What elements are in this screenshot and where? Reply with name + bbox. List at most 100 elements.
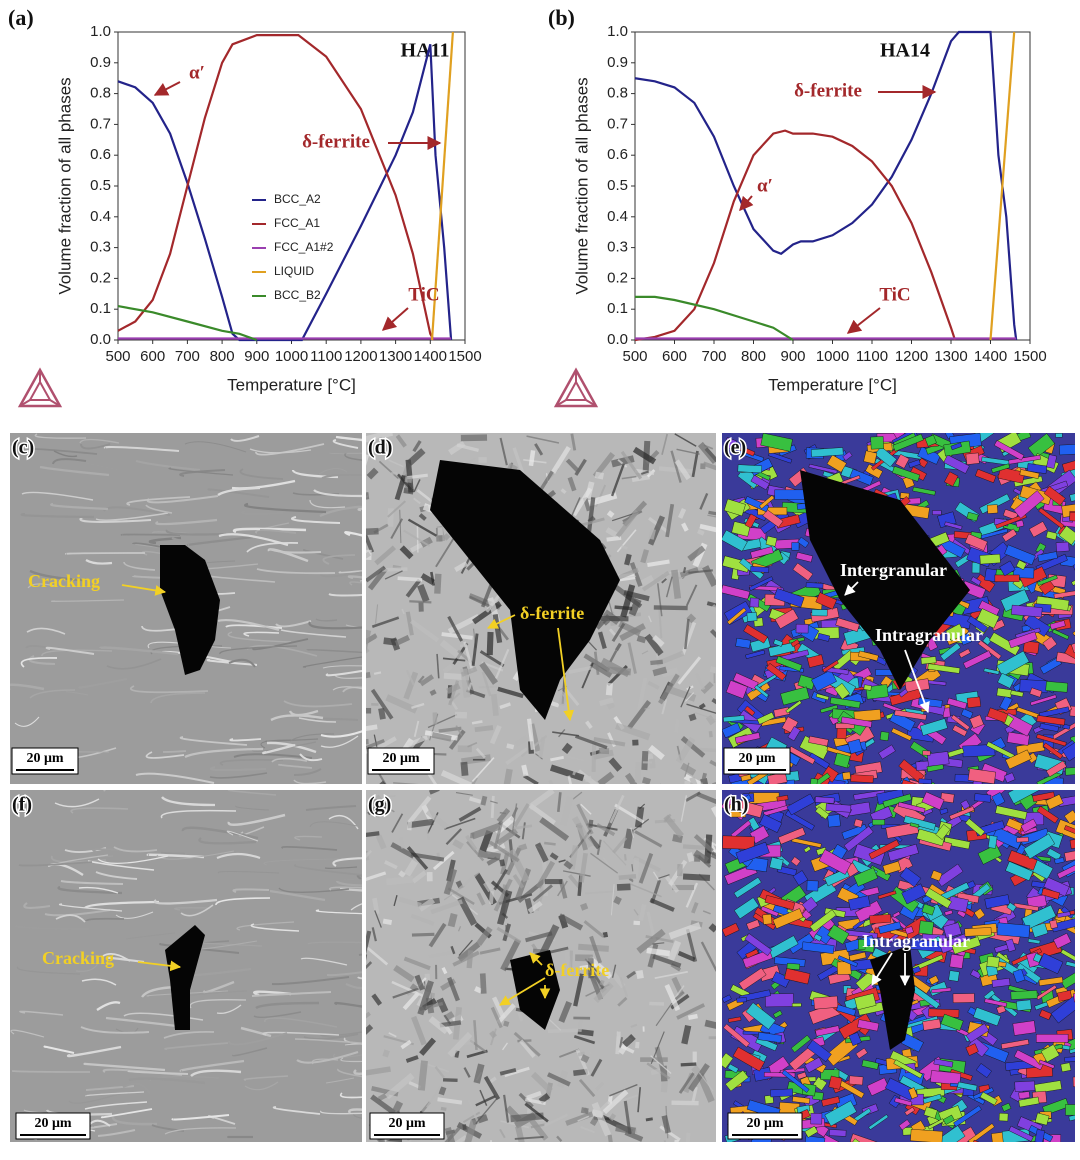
grain — [815, 806, 830, 820]
surface-ridge — [216, 852, 261, 860]
grain — [388, 459, 404, 468]
surface-ridge — [164, 1042, 229, 1050]
grain — [1012, 968, 1026, 984]
grain — [375, 604, 379, 624]
grain — [796, 1071, 807, 1080]
grain — [908, 1087, 918, 1100]
surface-ridge — [10, 683, 45, 691]
surface-ridge — [232, 1047, 268, 1057]
grain — [992, 826, 1023, 850]
grain — [589, 935, 602, 964]
grain — [1042, 636, 1058, 651]
grain — [474, 986, 483, 994]
x-tick-label: 1400 — [974, 348, 1007, 365]
grain — [689, 776, 705, 784]
grain — [795, 623, 809, 634]
grain — [918, 778, 932, 784]
grain — [912, 966, 921, 974]
surface-ridge — [147, 641, 180, 649]
y-tick-label: 0.8 — [90, 85, 111, 102]
grain — [898, 688, 909, 698]
grain — [685, 928, 698, 962]
grain — [623, 828, 634, 850]
grain — [747, 816, 760, 831]
surface-ridge — [335, 880, 362, 887]
surface-ridge — [115, 911, 154, 919]
grain — [791, 1003, 802, 1007]
surface-ridge — [217, 619, 280, 631]
grain — [680, 795, 688, 822]
grain — [1019, 469, 1040, 479]
grain — [440, 769, 472, 784]
grain — [982, 635, 992, 646]
surface-ridge — [160, 809, 237, 819]
grain — [385, 694, 418, 714]
grain — [631, 864, 634, 872]
grain — [1026, 752, 1038, 764]
surface-ridge — [60, 879, 124, 886]
grain — [384, 860, 398, 870]
grain — [480, 795, 488, 806]
grain — [370, 1094, 396, 1116]
surface-ridge — [111, 1116, 158, 1126]
surface-ridge — [251, 990, 332, 998]
grain — [437, 1097, 463, 1105]
grain — [882, 793, 912, 808]
grain — [804, 1056, 824, 1074]
grain — [814, 796, 835, 804]
grain — [673, 1139, 679, 1142]
annotation-arrow — [844, 581, 859, 596]
grain — [395, 434, 407, 448]
grain — [417, 675, 425, 684]
surface-ridge — [270, 714, 324, 722]
surface-ridge — [317, 878, 362, 881]
grain — [455, 725, 463, 736]
grain — [745, 1002, 776, 1030]
grain — [916, 828, 946, 847]
surface-ridge — [278, 763, 313, 769]
grain — [663, 1140, 672, 1142]
grain — [510, 1112, 544, 1123]
grain — [743, 624, 768, 644]
grain — [1008, 454, 1041, 465]
grain — [366, 671, 371, 679]
grain — [785, 810, 815, 831]
x-axis-label: Temperature [°C] — [227, 375, 356, 394]
series-line — [989, 31, 1016, 341]
surface-ridge — [262, 743, 296, 755]
grain — [930, 1070, 962, 1086]
grain — [684, 780, 691, 784]
x-tick-label: 1500 — [448, 348, 481, 365]
grain — [394, 474, 407, 501]
surface-ridge — [278, 887, 350, 893]
grain — [471, 776, 478, 784]
grain — [637, 1087, 642, 1113]
grain — [496, 890, 513, 926]
grain — [648, 528, 656, 540]
grain — [947, 747, 965, 758]
grain — [997, 961, 1007, 968]
grain — [366, 707, 372, 714]
grain — [577, 1019, 583, 1033]
surface-ridge — [153, 898, 218, 905]
grain — [366, 946, 389, 966]
micrograph-image — [10, 433, 362, 784]
grain — [1008, 631, 1038, 649]
grain — [652, 871, 660, 881]
grain — [610, 884, 615, 916]
surface-ridge — [19, 1010, 64, 1016]
grain — [561, 742, 573, 754]
grain — [1018, 1091, 1031, 1100]
grain — [635, 1041, 640, 1049]
grain — [437, 527, 443, 536]
surface-ridge — [160, 851, 186, 856]
panel-annotation: Cracking — [28, 571, 100, 591]
grain — [865, 684, 889, 700]
grain — [428, 790, 440, 795]
surface-ridge — [347, 575, 362, 580]
x-tick-label: 1200 — [895, 348, 928, 365]
grain — [1005, 749, 1032, 770]
grain — [1010, 690, 1024, 698]
surface-ridge — [155, 518, 218, 526]
surface-ridge — [164, 1127, 237, 1135]
